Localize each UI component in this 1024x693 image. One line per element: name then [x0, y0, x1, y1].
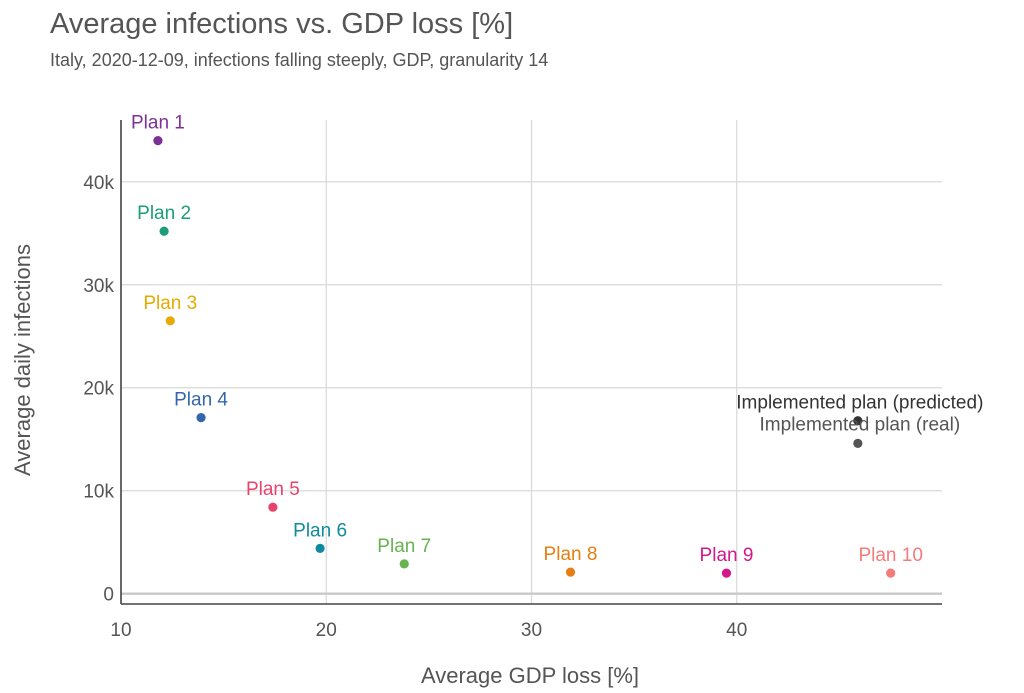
data-point — [165, 316, 175, 326]
data-point — [853, 438, 863, 448]
data-label: Plan 2 — [137, 203, 191, 224]
x-tick-label: 20 — [316, 620, 337, 641]
data-label: Plan 9 — [700, 545, 754, 566]
y-tick-label: 40k — [83, 173, 114, 194]
data-label: Plan 7 — [377, 536, 431, 557]
point-layer: Plan 1 Plan 2 Plan 3 Plan 4 Plan 5 Plan 6 Plan… — [131, 113, 983, 578]
axis-layer: 10 20 30 40 0 10k 20k 30k 40k — [83, 120, 942, 641]
y-axis-label: Average daily infections — [10, 244, 35, 476]
data-label: Plan 10 — [858, 545, 922, 566]
data-point — [721, 568, 732, 578]
data-point — [159, 226, 169, 236]
data-point — [399, 559, 409, 569]
grid-layer — [120, 120, 942, 604]
data-label: Plan 1 — [131, 113, 185, 134]
data-point — [565, 567, 576, 577]
chart-subtitle: Italy, 2020-12-09, infections falling st… — [50, 50, 549, 70]
x-tick-label: 10 — [110, 620, 131, 641]
data-point — [153, 135, 163, 146]
data-label: Plan 3 — [143, 293, 197, 314]
data-label: Implemented plan (predicted) — [736, 393, 983, 414]
data-label: Implemented plan (real) — [760, 414, 961, 435]
data-point — [853, 416, 863, 426]
y-tick-label: 10k — [83, 482, 114, 503]
data-label: Plan 4 — [174, 390, 228, 411]
y-tick-label: 20k — [83, 379, 114, 400]
y-tick-label: 0 — [103, 585, 114, 606]
data-point — [268, 502, 278, 512]
x-axis-label: Average GDP loss [%] — [421, 663, 639, 688]
data-label: Plan 6 — [293, 520, 347, 541]
data-label: Plan 5 — [246, 479, 300, 500]
data-point — [196, 413, 206, 423]
y-tick-label: 30k — [83, 276, 114, 297]
x-tick-label: 40 — [726, 620, 747, 641]
chart-title: Average infections vs. GDP loss [%] — [50, 8, 514, 40]
data-label: Plan 8 — [544, 544, 598, 565]
data-point — [886, 568, 896, 578]
data-point — [315, 543, 325, 553]
x-tick-label: 30 — [521, 620, 542, 641]
